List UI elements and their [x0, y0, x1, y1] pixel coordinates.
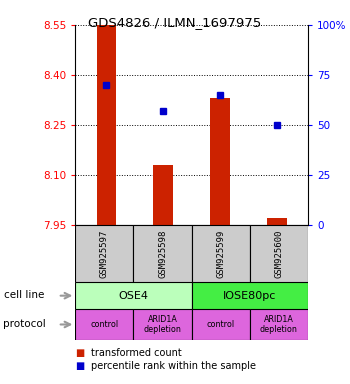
Text: OSE4: OSE4	[118, 291, 148, 301]
Text: ■: ■	[75, 361, 84, 371]
Text: ARID1A
depletion: ARID1A depletion	[260, 315, 298, 334]
Text: GSM925598: GSM925598	[158, 229, 167, 278]
Text: protocol: protocol	[4, 319, 46, 329]
Text: GDS4826 / ILMN_1697975: GDS4826 / ILMN_1697975	[88, 16, 262, 29]
Text: ■: ■	[75, 348, 84, 358]
Bar	[133, 309, 192, 340]
Bar	[192, 225, 250, 282]
Bar	[192, 282, 308, 309]
Text: control: control	[90, 320, 118, 329]
Text: IOSE80pc: IOSE80pc	[223, 291, 276, 301]
Bar	[97, 25, 117, 225]
Text: GSM925600: GSM925600	[274, 229, 284, 278]
Bar	[250, 309, 308, 340]
Text: GSM925599: GSM925599	[216, 229, 225, 278]
Bar	[75, 309, 133, 340]
Bar	[250, 225, 308, 282]
Bar	[75, 225, 133, 282]
Text: control: control	[206, 320, 235, 329]
Text: transformed count: transformed count	[91, 348, 182, 358]
Bar	[153, 165, 173, 225]
Bar	[133, 225, 192, 282]
Bar	[267, 218, 287, 225]
Bar	[210, 98, 230, 225]
Text: percentile rank within the sample: percentile rank within the sample	[91, 361, 256, 371]
Text: ARID1A
depletion: ARID1A depletion	[144, 315, 181, 334]
Text: GSM925597: GSM925597	[100, 229, 109, 278]
Bar	[192, 309, 250, 340]
Bar	[75, 282, 192, 309]
Text: cell line: cell line	[4, 290, 44, 300]
